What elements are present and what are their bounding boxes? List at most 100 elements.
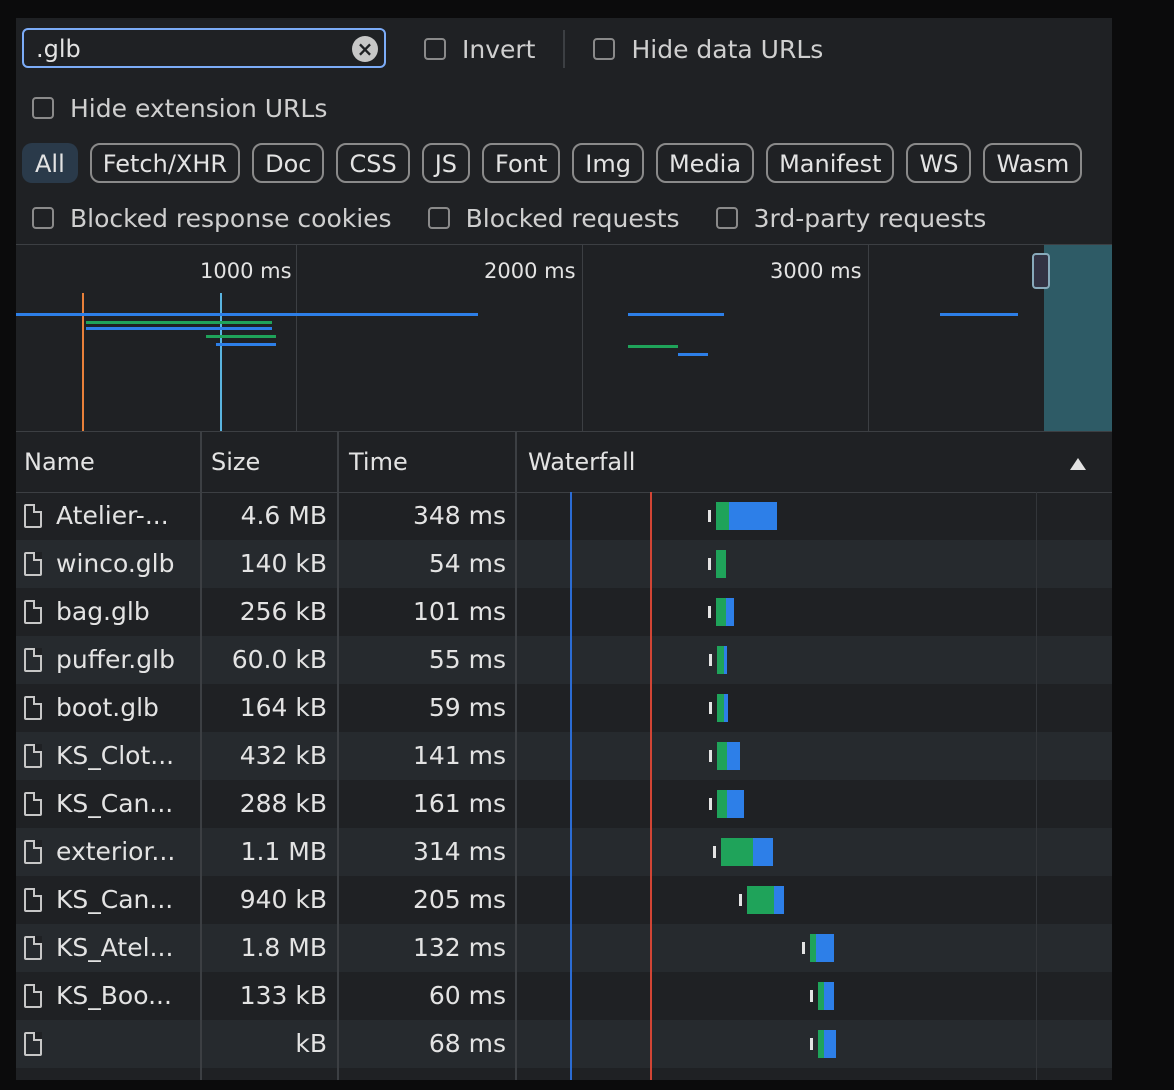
waterfall-waiting-bar[interactable]	[818, 982, 825, 1010]
time-cell: 59 ms	[428, 693, 506, 722]
name-cell: bag.glb	[24, 588, 150, 636]
type-filter-manifest[interactable]: Manifest	[766, 143, 895, 183]
time-cell: 205 ms	[412, 885, 506, 914]
table-row[interactable]: KS_Can... 288 kB 161 ms	[16, 780, 1112, 828]
waterfall-column-header[interactable]: Waterfall	[528, 448, 636, 476]
table-row[interactable]: exterior... 1.1 MB 314 ms	[16, 828, 1112, 876]
overview-bar	[206, 335, 276, 338]
type-filter-fetch-xhr[interactable]: Fetch/XHR	[89, 143, 241, 183]
waterfall-queue-mark	[713, 846, 717, 858]
waterfall-queue-mark	[709, 798, 713, 810]
type-filter-all[interactable]: All	[22, 143, 78, 183]
document-icon	[24, 648, 42, 672]
overview-timeline[interactable]: 1000 ms 2000 ms 3000 ms 4000	[16, 244, 1112, 432]
name-cell: KS_Can...	[24, 780, 173, 828]
overview-resize-handle[interactable]	[1032, 253, 1050, 289]
waterfall-waiting-bar[interactable]	[721, 838, 753, 866]
waterfall-download-bar[interactable]	[752, 838, 773, 866]
waterfall-waiting-bar[interactable]	[715, 550, 726, 578]
waterfall-queue-mark	[739, 894, 743, 906]
waterfall-waiting-bar[interactable]	[715, 502, 729, 530]
table-row[interactable]: bag.glb 256 kB 101 ms	[16, 588, 1112, 636]
invert-checkbox[interactable]: Invert	[424, 35, 535, 64]
waterfall-download-bar[interactable]	[815, 934, 835, 962]
overview-selection[interactable]	[1044, 245, 1112, 431]
type-filter-css[interactable]: CSS	[336, 143, 410, 183]
request-name: bag.glb	[56, 597, 150, 626]
table-row[interactable]: KS_Atel... 1.8 MB 132 ms	[16, 924, 1112, 972]
name-cell: puffer.glb	[24, 636, 175, 684]
overview-bar	[86, 321, 272, 324]
type-filter-font[interactable]: Font	[482, 143, 561, 183]
overview-bar	[216, 343, 276, 346]
document-icon	[24, 984, 42, 1008]
request-name: puffer.glb	[56, 645, 175, 674]
table-row[interactable]: KS_Can... 940 kB 205 ms	[16, 876, 1112, 924]
type-filter-js[interactable]: JS	[421, 143, 470, 183]
waterfall-download-bar[interactable]	[727, 742, 740, 770]
waterfall-download-bar[interactable]	[824, 982, 835, 1010]
waterfall-download-bar[interactable]	[728, 502, 777, 530]
size-cell: 133 kB	[239, 981, 327, 1010]
overview-bar	[940, 313, 1018, 316]
name-cell	[24, 1020, 56, 1068]
requests-table: Name Size Time Waterfall Atelier-... 4.6 …	[16, 432, 1112, 1080]
table-row[interactable]: KS_Boo... 133 kB 60 ms	[16, 972, 1112, 1020]
table-row[interactable]: kB 68 ms	[16, 1020, 1112, 1068]
hide-data-urls-checkbox[interactable]: Hide data URLs	[593, 35, 823, 64]
table-row[interactable]: Atelier-... 4.6 MB 348 ms	[16, 492, 1112, 540]
table-row[interactable]: boot.glb 164 kB 59 ms	[16, 684, 1112, 732]
sort-ascending-icon[interactable]	[1070, 458, 1086, 470]
hide-extension-urls-checkbox[interactable]: Hide extension URLs	[32, 94, 327, 123]
table-row[interactable]: KS_Clot... 432 kB 141 ms	[16, 732, 1112, 780]
filter-box[interactable]: ×	[22, 28, 386, 68]
hide-data-urls-label: Hide data URLs	[631, 34, 824, 64]
overview-dcl-line	[82, 293, 84, 431]
clear-icon[interactable]: ×	[352, 36, 378, 62]
waterfall-queue-mark	[709, 750, 713, 762]
waterfall-waiting-bar[interactable]	[818, 1030, 825, 1058]
third-party-requests-checkbox[interactable]: 3rd-party requests	[715, 204, 986, 233]
type-filter-wasm[interactable]: Wasm	[983, 143, 1083, 183]
table-row[interactable]: winco.glb 140 kB 54 ms	[16, 540, 1112, 588]
waterfall-download-bar[interactable]	[725, 598, 735, 626]
filter-input[interactable]	[34, 32, 348, 66]
type-filter-img[interactable]: Img	[572, 143, 644, 183]
name-column-header[interactable]: Name	[24, 448, 95, 476]
type-filter-doc[interactable]: Doc	[252, 143, 325, 183]
waterfall-download-bar[interactable]	[724, 694, 728, 722]
blocked-response-cookies-checkbox[interactable]: Blocked response cookies	[32, 204, 392, 233]
time-cell: 161 ms	[412, 789, 506, 818]
waterfall-queue-mark	[707, 510, 711, 522]
waterfall-waiting-bar[interactable]	[747, 886, 775, 914]
size-cell: 940 kB	[239, 885, 327, 914]
time-column-header[interactable]: Time	[349, 448, 408, 476]
document-icon	[24, 888, 42, 912]
waterfall-waiting-bar[interactable]	[717, 694, 725, 722]
table-row[interactable]: puffer.glb 60.0 kB 55 ms	[16, 636, 1112, 684]
document-icon	[24, 744, 42, 768]
size-column-header[interactable]: Size	[211, 448, 261, 476]
type-filter-ws[interactable]: WS	[906, 143, 972, 183]
waterfall-waiting-bar[interactable]	[717, 646, 725, 674]
overview-tick-label: 2000 ms	[484, 259, 576, 283]
size-cell: kB	[295, 1029, 327, 1058]
overview-tick-label: 3000 ms	[770, 259, 862, 283]
checkbox-icon	[427, 207, 450, 229]
waterfall-waiting-bar[interactable]	[809, 934, 816, 962]
waterfall-waiting-bar[interactable]	[715, 598, 726, 626]
waterfall-download-bar[interactable]	[727, 790, 745, 818]
type-filter-media[interactable]: Media	[655, 143, 755, 183]
overview-gridline	[582, 245, 583, 431]
waterfall-queue-mark	[810, 1038, 814, 1050]
waterfall-waiting-bar[interactable]	[717, 790, 728, 818]
blocked-requests-checkbox[interactable]: Blocked requests	[427, 204, 680, 233]
waterfall-queue-mark	[810, 990, 814, 1002]
waterfall-waiting-bar[interactable]	[717, 742, 728, 770]
waterfall-queue-mark	[709, 702, 713, 714]
waterfall-download-bar[interactable]	[824, 1030, 836, 1058]
overview-tick-label: 1000 ms	[200, 259, 292, 283]
overview-gridline	[296, 245, 297, 431]
waterfall-download-bar[interactable]	[724, 646, 728, 674]
waterfall-download-bar[interactable]	[774, 886, 785, 914]
